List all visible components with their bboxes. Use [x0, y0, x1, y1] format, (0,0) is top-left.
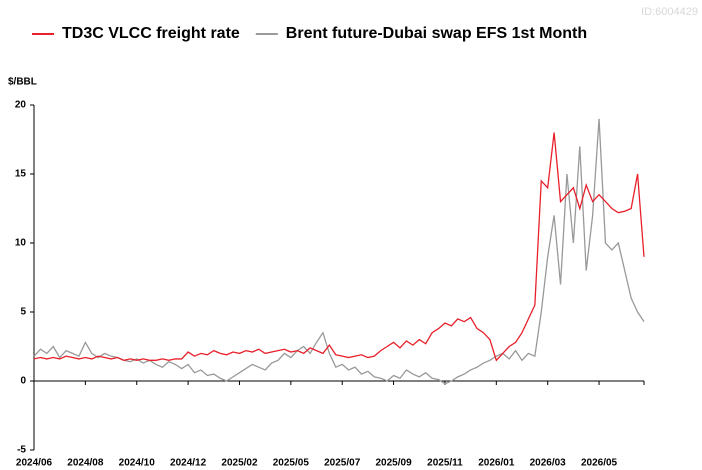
- x-tick-label: 2026/01: [478, 458, 515, 469]
- series-line: [33, 118, 645, 385]
- series-line: [33, 132, 645, 362]
- watermark: ID:6004429: [641, 6, 698, 18]
- x-tick-label: 2024/06: [16, 458, 53, 469]
- legend-label: TD3C VLCC freight rate: [62, 25, 240, 42]
- y-tick-label: 15: [15, 169, 27, 180]
- x-tick-label: 2025/11: [427, 458, 463, 469]
- x-tick-label: 2025/07: [324, 458, 361, 469]
- x-tick-label: 2026/03: [530, 458, 567, 469]
- x-tick-label: 2025/09: [376, 458, 413, 469]
- x-tick-label: 2026/05: [581, 458, 618, 469]
- y-axis-label: $/BBL: [8, 77, 37, 88]
- x-tick-label: 2025/05: [273, 458, 310, 469]
- y-tick-label: -5: [17, 445, 26, 456]
- x-tick-label: 2025/02: [221, 458, 258, 469]
- legend-label: Brent future-Dubai swap EFS 1st Month: [286, 25, 587, 42]
- y-tick-label: 10: [15, 238, 27, 249]
- y-tick-label: 20: [15, 100, 27, 111]
- x-tick-label: 2024/08: [67, 458, 104, 469]
- x-tick-label: 2024/10: [119, 458, 156, 469]
- x-tick-label: 2024/12: [170, 458, 207, 469]
- y-tick-label: 0: [20, 376, 26, 387]
- y-tick-label: 5: [20, 307, 26, 318]
